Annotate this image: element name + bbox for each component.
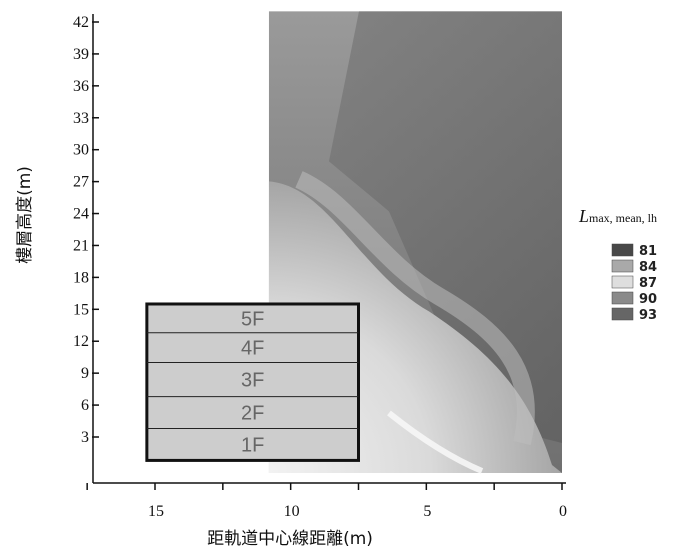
building-block: 1F 2F 3F 4F 5F [145,302,360,462]
y-tick-label: 12 [73,333,89,350]
y-tick-label: 27 [73,174,89,191]
y-tick-label: 42 [73,14,89,31]
y-tick-label: 6 [81,397,89,414]
y-tick-label: 21 [73,237,89,254]
x-tick-label: 5 [423,503,431,520]
legend-swatch-93 [611,307,634,321]
y-tick-label: 30 [73,142,89,159]
legend-label-84: 84 [639,260,657,275]
contour-peak-streak [387,410,484,474]
x-tick-label: 15 [148,503,164,520]
y-axis-label: 樓層高度(m) [15,166,35,264]
floor-label-4f: 4F [241,338,264,360]
legend-swatch-87 [611,275,634,289]
y-tick-label: 9 [81,365,89,382]
y-tick-label: 33 [73,110,89,127]
floor-label-5f: 5F [241,308,264,330]
x-tick-label: 0 [559,503,567,520]
legend-swatch-84 [611,259,634,273]
y-tick-label: 36 [73,78,89,95]
x-tick-label: 10 [284,503,300,520]
legend-label-93: 93 [639,308,657,323]
floor-label-1f: 1F [241,434,264,456]
legend-label-90: 90 [639,292,657,307]
legend-label-87: 87 [639,276,657,291]
y-tick-label: 15 [73,301,89,318]
x-axis-label: 距軌道中心線距離(m) [207,529,373,549]
legend-title: Lmax, mean, lh [578,206,657,226]
floor-label-3f: 3F [241,370,264,392]
legend-label-81: 81 [639,244,657,259]
building-outline [145,302,360,462]
legend-swatch-90 [611,291,634,305]
contour-band-84 [295,171,535,446]
y-tick-label: 24 [73,206,89,223]
y-tick-label: 18 [73,269,89,286]
y-tick-label: 3 [81,429,89,446]
y-tick-label: 39 [73,46,89,63]
floor-label-2f: 2F [241,403,264,425]
legend-swatch-81 [611,243,634,257]
